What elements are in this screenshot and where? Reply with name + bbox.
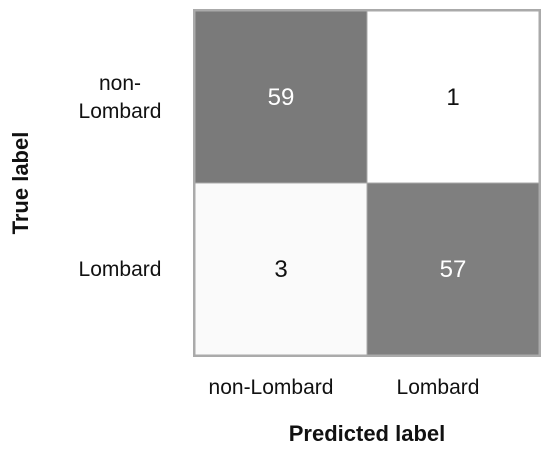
matrix-cell-r0-c0 — [194, 10, 368, 184]
cell-value-r0-c1: 1 — [446, 84, 459, 111]
y-tick-label-0: non- Lombard — [79, 72, 162, 123]
matrix-cell-r0-c1 — [366, 10, 540, 184]
y-tick-labels: non- Lombard Lombard — [79, 72, 162, 281]
cell-value-r0-c0: 59 — [268, 84, 295, 111]
y-tick-label-0-line-1: Lombard — [79, 100, 162, 123]
matrix-cell-r1-c1 — [366, 182, 540, 356]
x-tick-label-0: non-Lombard — [209, 376, 334, 399]
y-tick-label-0-line-0: non- — [99, 72, 141, 95]
x-axis-title: Predicted label — [289, 421, 446, 446]
x-tick-labels: non-Lombard Lombard — [209, 376, 480, 399]
cell-value-r1-c1: 57 — [440, 256, 467, 283]
y-tick-label-1: Lombard — [79, 258, 162, 281]
cell-value-r1-c0: 3 — [274, 256, 287, 283]
matrix-cell-values: 59 1 3 57 — [268, 84, 467, 283]
y-tick-label-1-line-0: Lombard — [79, 258, 162, 281]
matrix-cell-r1-c0 — [194, 182, 368, 356]
x-tick-label-1: Lombard — [397, 376, 480, 399]
matrix-cells — [194, 10, 540, 356]
matrix-frame — [193, 9, 541, 357]
y-axis-title: True label — [8, 132, 33, 235]
